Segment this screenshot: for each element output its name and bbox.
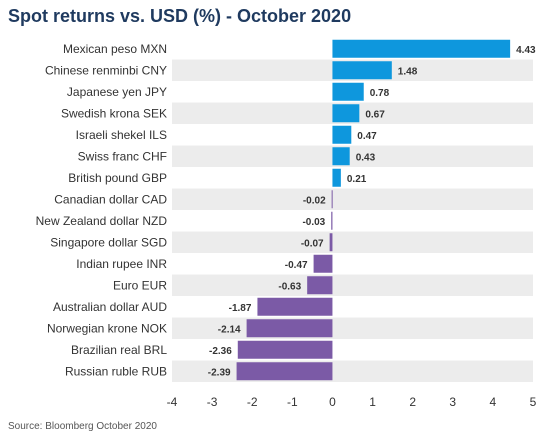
- value-label: 0.78: [370, 88, 390, 99]
- bar: [332, 147, 350, 166]
- value-label: 1.48: [398, 66, 418, 77]
- value-label: 4.43: [516, 45, 536, 56]
- row-band: [172, 231, 533, 253]
- x-tick-label: 2: [409, 395, 416, 409]
- bar: [331, 190, 333, 209]
- value-label: -0.47: [285, 260, 308, 271]
- bar: [332, 168, 341, 187]
- bar: [313, 254, 333, 273]
- category-label: Singapore dollar SGD: [50, 235, 167, 249]
- category-label: New Zealand dollar NZD: [36, 214, 168, 228]
- x-tick-label: -1: [287, 395, 298, 409]
- category-label: Japanese yen JPY: [67, 85, 167, 99]
- bar: [236, 362, 333, 381]
- value-label: -0.03: [302, 217, 325, 228]
- category-label: Brazilian real BRL: [71, 343, 167, 357]
- bar: [331, 211, 333, 230]
- value-label: -0.07: [301, 238, 324, 249]
- row-band: [172, 274, 533, 296]
- bar: [332, 39, 511, 58]
- category-label: British pound GBP: [68, 171, 167, 185]
- x-tick-label: 5: [530, 395, 537, 409]
- row-band: [172, 188, 533, 210]
- value-label: 0.43: [356, 152, 376, 163]
- bar: [329, 233, 333, 252]
- x-tick-label: 0: [329, 395, 336, 409]
- category-label: Israeli shekel ILS: [76, 128, 167, 142]
- bar: [237, 340, 333, 359]
- x-tick-label: -2: [247, 395, 258, 409]
- category-label: Indian rupee INR: [76, 257, 167, 271]
- category-label: Canadian dollar CAD: [54, 192, 167, 206]
- category-label: Mexican peso MXN: [63, 42, 167, 56]
- x-tick-label: 1: [369, 395, 376, 409]
- category-label: Euro EUR: [113, 278, 167, 292]
- source-note: Source: Bloomberg October 2020: [8, 421, 157, 432]
- category-label: Chinese renminbi CNY: [45, 63, 167, 77]
- bar: [307, 276, 333, 295]
- value-label: 0.21: [347, 174, 367, 185]
- bar: [332, 82, 364, 101]
- category-label: Russian ruble RUB: [65, 364, 167, 378]
- value-label: -0.02: [303, 195, 326, 206]
- value-label: -0.63: [278, 281, 301, 292]
- bar: [332, 61, 392, 80]
- value-label: -2.39: [208, 367, 231, 378]
- category-label: Swedish krona SEK: [61, 106, 167, 120]
- category-label: Norwegian krone NOK: [47, 321, 167, 335]
- chart-title: Spot returns vs. USD (%) - October 2020: [8, 6, 352, 26]
- bar: [332, 104, 360, 123]
- value-label: 0.47: [357, 131, 377, 142]
- bar: [332, 125, 352, 144]
- category-label: Australian dollar AUD: [53, 300, 167, 314]
- value-label: -2.14: [218, 324, 241, 335]
- bar: [257, 297, 333, 316]
- category-label: Swiss franc CHF: [78, 149, 167, 163]
- x-tick-label: -4: [167, 395, 178, 409]
- row-band: [172, 145, 533, 167]
- value-label: -2.36: [209, 346, 232, 357]
- x-tick-label: 4: [490, 395, 497, 409]
- bar: [246, 319, 333, 338]
- value-label: 0.67: [365, 109, 385, 120]
- x-tick-label: -3: [207, 395, 218, 409]
- x-tick-label: 3: [449, 395, 456, 409]
- value-label: -1.87: [229, 303, 252, 314]
